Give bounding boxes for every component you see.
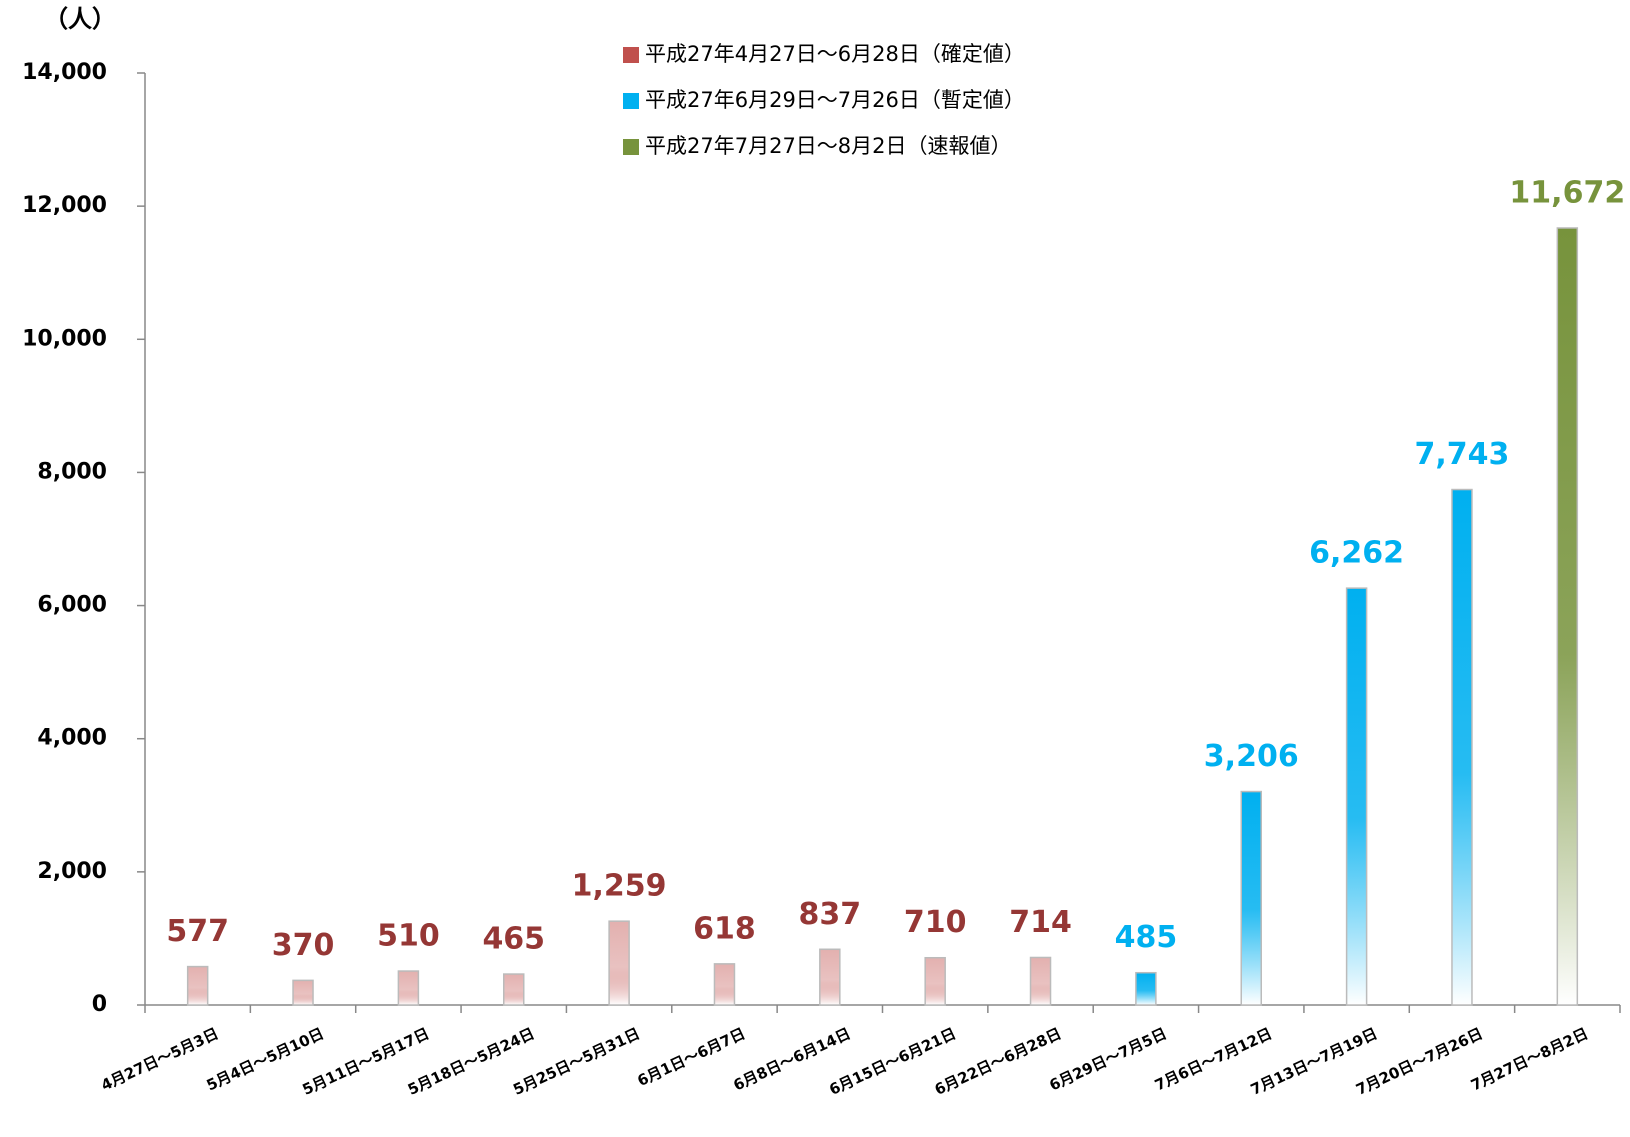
legend-swatch bbox=[623, 139, 639, 155]
value-label: 710 bbox=[904, 905, 967, 940]
bar bbox=[608, 920, 630, 1006]
y-tick-label: 2,000 bbox=[37, 859, 107, 884]
value-label: 465 bbox=[482, 922, 545, 957]
value-label: 370 bbox=[272, 928, 335, 963]
x-tick-label: 7月27日～8月2日 bbox=[1468, 1024, 1591, 1094]
y-tick-label: 4,000 bbox=[37, 726, 107, 751]
value-label: 6,262 bbox=[1309, 536, 1404, 571]
legend-label: 平成27年6月29日～7月26日（暫定値） bbox=[645, 88, 1025, 112]
bar bbox=[397, 970, 420, 1006]
legend-label: 平成27年4月27日～6月28日（確定値） bbox=[645, 42, 1025, 66]
y-tick-label: 0 bbox=[92, 992, 107, 1017]
bar bbox=[1556, 227, 1579, 1006]
x-tick-label: 4月27日～5月3日 bbox=[98, 1024, 221, 1094]
value-label: 3,206 bbox=[1204, 739, 1299, 774]
bar bbox=[1345, 587, 1368, 1006]
bar bbox=[1451, 488, 1473, 1006]
bar bbox=[713, 963, 736, 1006]
legend-swatch bbox=[623, 93, 639, 109]
value-label: 7,743 bbox=[1415, 437, 1510, 472]
bar bbox=[924, 956, 946, 1006]
y-unit: （人） bbox=[44, 5, 116, 33]
value-label: 577 bbox=[166, 914, 229, 949]
bar bbox=[1029, 956, 1052, 1006]
value-label: 11,672 bbox=[1509, 175, 1625, 210]
legend-label: 平成27年7月27日～8月2日（速報値） bbox=[645, 134, 1012, 158]
value-label: 510 bbox=[377, 919, 440, 954]
legend-swatch bbox=[623, 47, 639, 63]
value-label: 485 bbox=[1115, 920, 1178, 955]
y-tick-label: 8,000 bbox=[37, 459, 107, 484]
bar bbox=[186, 965, 209, 1006]
value-label: 714 bbox=[1009, 905, 1072, 940]
bar bbox=[1135, 971, 1157, 1006]
x-tick-label: 6月29日～7月5日 bbox=[1047, 1024, 1170, 1094]
y-tick-label: 14,000 bbox=[22, 60, 107, 85]
value-label: 618 bbox=[693, 911, 756, 946]
y-tick-label: 12,000 bbox=[22, 193, 107, 218]
value-label: 1,259 bbox=[572, 869, 667, 904]
bar bbox=[503, 973, 525, 1006]
value-label: 837 bbox=[799, 897, 862, 932]
bar bbox=[1240, 790, 1262, 1006]
y-tick-label: 6,000 bbox=[37, 593, 107, 618]
bar bbox=[819, 948, 841, 1006]
y-tick-label: 10,000 bbox=[22, 326, 107, 351]
bar bbox=[292, 979, 314, 1006]
